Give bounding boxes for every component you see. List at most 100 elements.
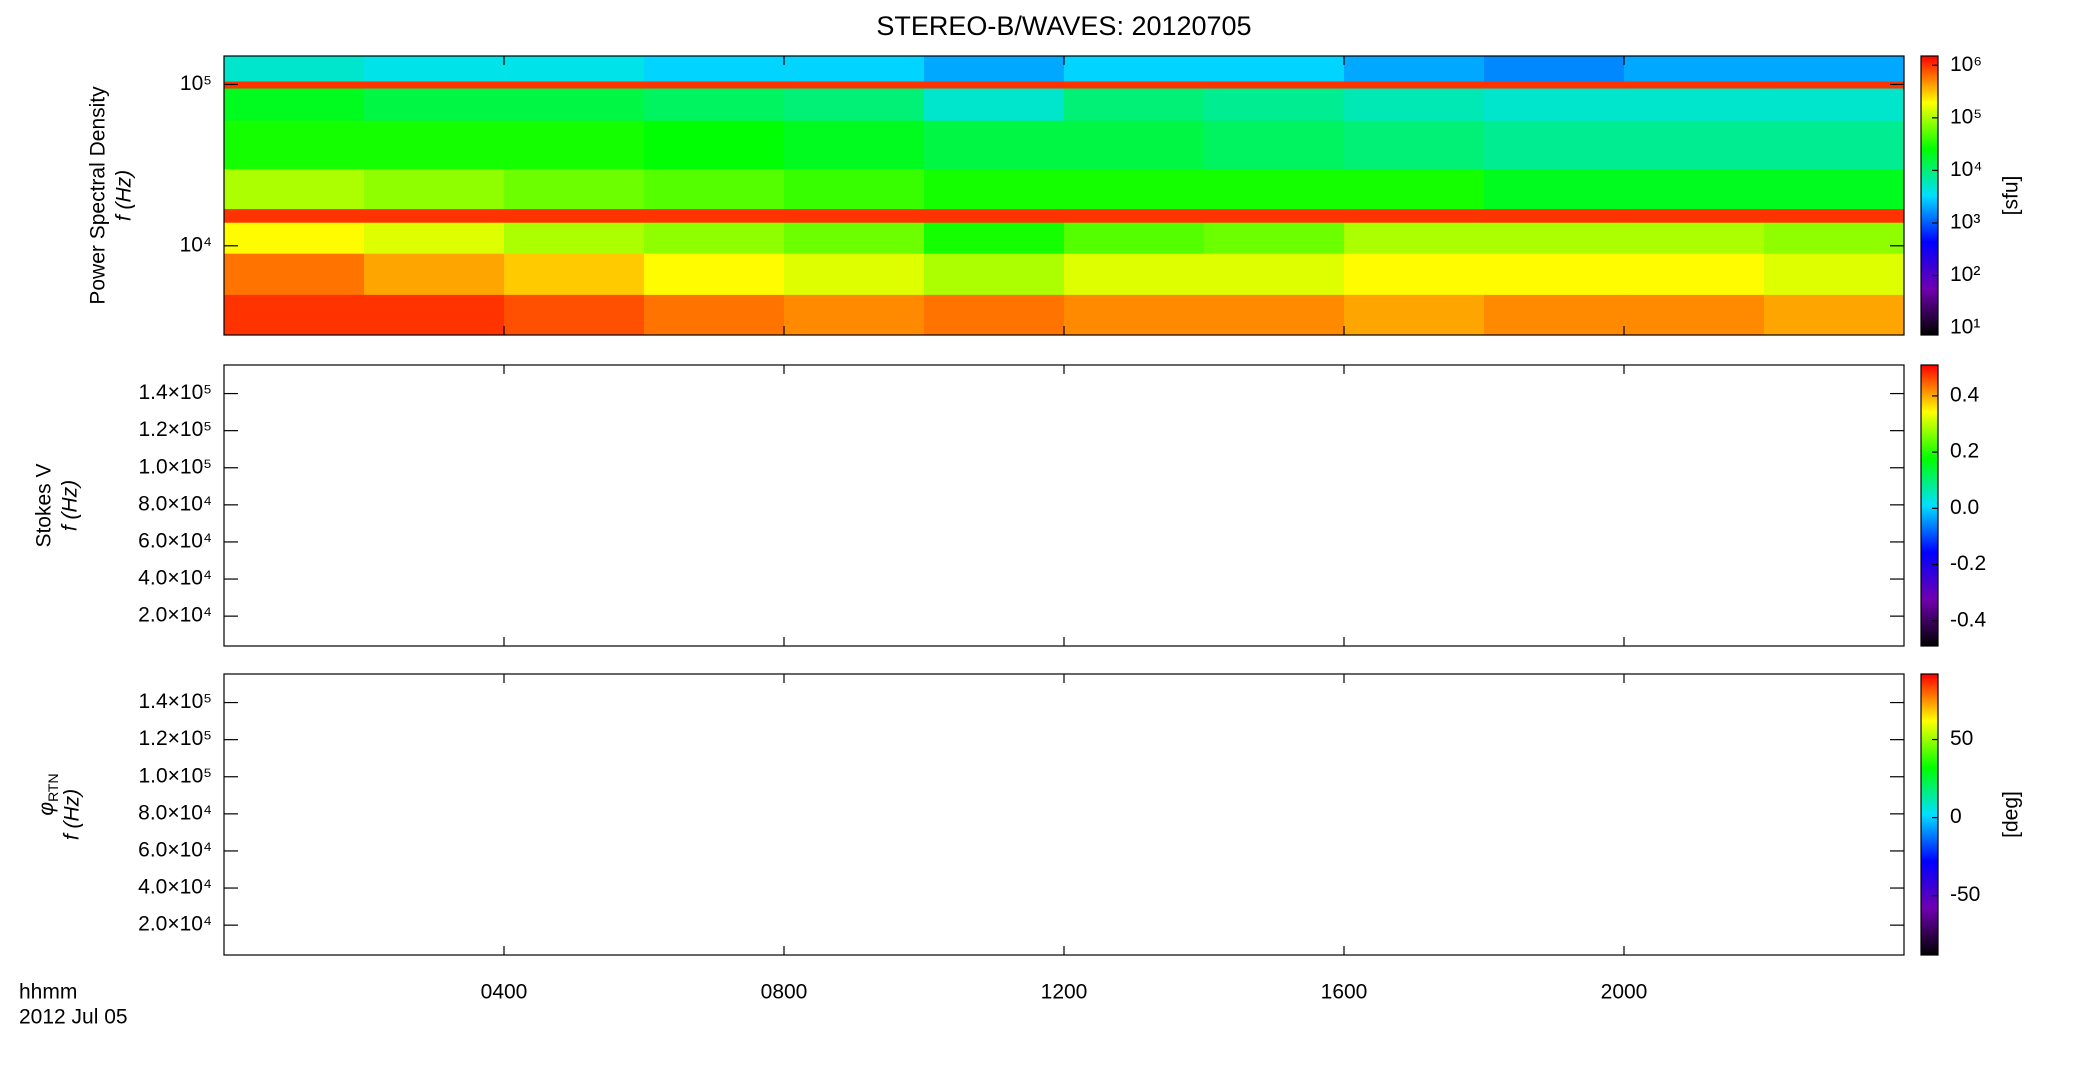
heatmap-cell [784, 56, 925, 82]
heatmap-cell [1344, 80, 1485, 89]
colorbar-tick-label: 10⁴ [1950, 158, 1982, 181]
heatmap-cell [1204, 88, 1345, 121]
y-axis-title: Stokes V [33, 463, 56, 547]
heatmap-cell [1344, 88, 1485, 121]
panel-frame [223, 364, 1905, 647]
heatmap-cell [644, 222, 785, 254]
heatmap-cell [504, 253, 645, 295]
y-tick-label: 1.0×10⁵ [138, 764, 212, 787]
heatmap-cell [1484, 253, 1625, 295]
y-tick-label: 1.2×10⁵ [138, 418, 212, 441]
heatmap-cell [1624, 294, 1765, 335]
heatmap-cell [1204, 222, 1345, 254]
heatmap [224, 56, 1904, 335]
heatmap-cell [644, 56, 785, 82]
heatmap-cell [1624, 120, 1765, 170]
colorbar-tick-label: 10² [1950, 263, 1980, 286]
heatmap-cell [1484, 88, 1625, 121]
heatmap-cell [924, 80, 1065, 89]
y-tick-label: 8.0×10⁴ [138, 492, 212, 515]
heatmap-cell [1344, 168, 1485, 210]
heatmap-cell [644, 208, 785, 223]
panel-frame [223, 673, 1905, 956]
heatmap-cell [1764, 208, 1904, 223]
heatmap-cell [224, 253, 365, 295]
colorbar-tick-label: 0.4 [1950, 383, 1980, 406]
heatmap-cell [1484, 120, 1625, 170]
heatmap-cell [1204, 208, 1345, 223]
heatmap-cell [1344, 120, 1485, 170]
heatmap-cell [784, 253, 925, 295]
heatmap-cell [224, 222, 365, 254]
heatmap-cell [1764, 80, 1904, 89]
heatmap-cell [1204, 56, 1345, 82]
y-tick-label: 1.4×10⁵ [138, 690, 212, 713]
colorbar-unit: [deg] [2000, 791, 2023, 838]
heatmap-cell [1204, 168, 1345, 210]
x-tick-label: 1200 [1041, 981, 1088, 1004]
heatmap-cell [1344, 253, 1485, 295]
colorbar-tick-label: -0.4 [1950, 608, 1987, 631]
heatmap-cell [1064, 253, 1205, 295]
heatmap-cell [1064, 88, 1205, 121]
heatmap-cell [924, 168, 1065, 210]
heatmap-cell [784, 120, 925, 170]
heatmap-cell [364, 208, 505, 223]
y-tick-label: 1.2×10⁵ [138, 727, 212, 750]
colorbar-tick-label: 50 [1950, 727, 1973, 750]
heatmap-cell [1344, 294, 1485, 335]
heatmap-cell [924, 294, 1065, 335]
colorbar-unit: [sfu] [2000, 176, 2023, 216]
heatmap-cell [504, 88, 645, 121]
heatmap-cell [1764, 222, 1904, 254]
colorbar [1920, 364, 1939, 647]
heatmap-cell [224, 294, 365, 335]
y-tick-label: 1.4×10⁵ [138, 381, 212, 404]
heatmap-cell [504, 168, 645, 210]
heatmap-cell [784, 168, 925, 210]
heatmap-cell [1484, 56, 1625, 82]
heatmap-cell [1064, 222, 1205, 254]
heatmap-cell [1624, 56, 1765, 82]
x-tick-label: 0800 [761, 981, 808, 1004]
date-label: 2012 Jul 05 [19, 1006, 128, 1029]
y-tick-label: 4.0×10⁴ [138, 876, 212, 899]
heatmap-cell [924, 222, 1065, 254]
heatmap-cell [1064, 56, 1205, 82]
colorbar-tick-label: 0 [1950, 805, 1962, 828]
heatmap-cell [784, 294, 925, 335]
heatmap-cell [1344, 222, 1485, 254]
heatmap-cell [1764, 294, 1904, 335]
heatmap-cell [224, 80, 365, 89]
heatmap-cell [1064, 120, 1205, 170]
x-tick-label: 2000 [1601, 981, 1648, 1004]
heatmap-cell [1204, 294, 1345, 335]
heatmap-cell [644, 120, 785, 170]
heatmap-cell [1484, 80, 1625, 89]
heatmap-cell [1064, 168, 1205, 210]
heatmap-cell [504, 208, 645, 223]
colorbar [1920, 55, 1939, 336]
y-tick-label: 8.0×10⁴ [138, 801, 212, 824]
heatmap-cell [1764, 120, 1904, 170]
heatmap-cell [924, 253, 1065, 295]
y-tick-label: 2.0×10⁴ [138, 604, 212, 627]
y-axis-subscript: RTN [45, 773, 61, 802]
y-tick-label: 10⁵ [180, 72, 212, 95]
heatmap-cell [784, 222, 925, 254]
heatmap-cell [924, 56, 1065, 82]
heatmap-cell [364, 294, 505, 335]
heatmap-cell [1624, 88, 1765, 121]
colorbar-tick-label: 10⁶ [1950, 53, 1982, 76]
y-axis-symbol: φ [35, 802, 58, 816]
heatmap-cell [364, 168, 505, 210]
heatmap-cell [1484, 168, 1625, 210]
x-tick-label: 1600 [1321, 981, 1368, 1004]
heatmap-cell [504, 56, 645, 82]
heatmap-cell [224, 88, 365, 121]
heatmap-cell [644, 168, 785, 210]
heatmap-cell [1344, 208, 1485, 223]
heatmap-cell [1204, 253, 1345, 295]
colorbar-tick-label: 10¹ [1950, 316, 1980, 339]
